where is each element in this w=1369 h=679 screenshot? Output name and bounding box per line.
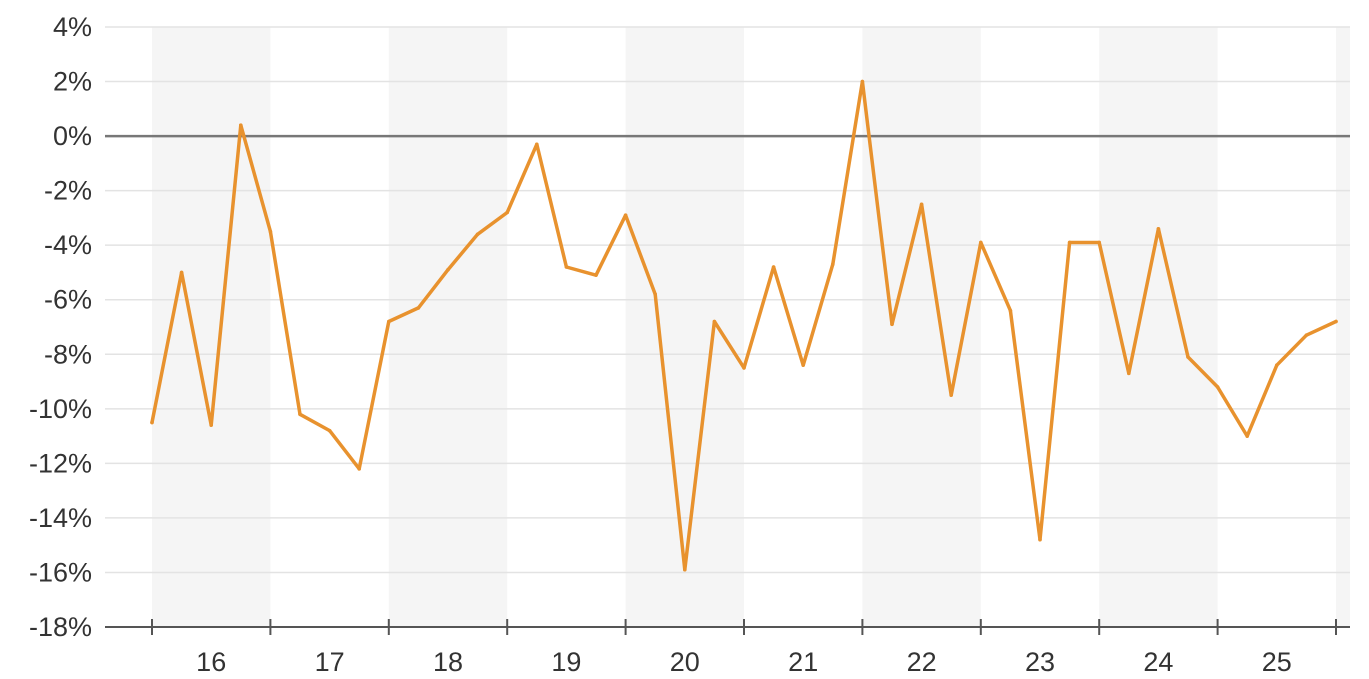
data-point <box>1038 537 1042 542</box>
data-point <box>949 393 953 397</box>
y-tick-label: -8% <box>44 339 92 369</box>
data-point <box>1127 371 1131 376</box>
data-point <box>1008 308 1013 313</box>
data-point <box>1156 227 1161 231</box>
data-point <box>298 412 302 417</box>
data-point <box>771 265 776 269</box>
data-point <box>327 428 332 433</box>
y-tick-label: -2% <box>44 176 92 206</box>
data-point <box>1067 240 1072 245</box>
data-point <box>683 567 687 572</box>
data-point <box>179 270 184 275</box>
y-tick-label: -10% <box>29 394 92 424</box>
data-point <box>209 423 213 427</box>
data-point <box>505 210 510 215</box>
data-point <box>742 366 746 370</box>
y-tick-label: 4% <box>53 12 92 42</box>
data-point <box>564 265 569 269</box>
data-point <box>446 267 450 272</box>
x-tick-label: 19 <box>551 647 581 677</box>
x-tick-label: 18 <box>433 647 463 677</box>
year-bands <box>152 27 1350 627</box>
x-tick-label: 21 <box>788 647 818 677</box>
data-point <box>416 306 421 310</box>
year-band <box>625 27 744 627</box>
data-point <box>979 240 983 245</box>
y-tick-label: -14% <box>29 503 92 533</box>
x-tick-label: 25 <box>1262 647 1292 677</box>
data-point <box>712 319 717 324</box>
data-point <box>1304 333 1309 337</box>
x-tick-label: 17 <box>315 647 345 677</box>
y-tick-label: -16% <box>29 557 92 587</box>
data-point <box>239 123 243 127</box>
y-tick-label: -6% <box>44 285 92 315</box>
data-point <box>1334 319 1338 324</box>
data-point <box>1275 363 1279 367</box>
data-point <box>150 420 154 425</box>
x-axis-ticks <box>151 619 1337 635</box>
x-tick-label: 16 <box>196 647 226 677</box>
y-tick-label: 0% <box>53 121 92 151</box>
x-tick-label: 22 <box>907 647 937 677</box>
data-point <box>860 79 865 84</box>
data-point <box>653 292 657 297</box>
year-band <box>1336 27 1350 627</box>
y-axis-tick-labels: 4% 2% 0% -2% -4% -6% -8% -10% -12% -14% -16% -18% <box>29 12 92 642</box>
data-point <box>1215 385 1220 389</box>
data-point <box>594 273 598 277</box>
y-tick-label: 2% <box>53 67 92 97</box>
x-axis-tick-labels: 16 17 18 19 20 21 22 23 24 25 <box>196 647 1292 677</box>
x-tick-label: 20 <box>670 647 700 677</box>
y-tick-label: -12% <box>29 448 92 478</box>
y-tick-label: -18% <box>29 612 92 642</box>
year-band <box>862 27 981 627</box>
data-point <box>1097 240 1101 245</box>
data-point <box>357 467 362 471</box>
year-band <box>388 27 508 627</box>
data-point <box>801 363 805 367</box>
data-point <box>387 319 391 324</box>
data-point <box>831 262 835 267</box>
y-tick-label: -4% <box>44 230 92 260</box>
data-point <box>1245 434 1249 438</box>
x-tick-label: 24 <box>1143 647 1173 677</box>
data-point <box>890 322 894 327</box>
data-point <box>1186 355 1190 359</box>
series-group <box>150 79 1338 572</box>
data-point <box>475 232 480 237</box>
data-point <box>268 229 273 234</box>
data-point <box>623 213 628 217</box>
x-tick-label: 23 <box>1025 647 1055 677</box>
data-point <box>535 142 539 147</box>
data-point <box>919 202 924 207</box>
